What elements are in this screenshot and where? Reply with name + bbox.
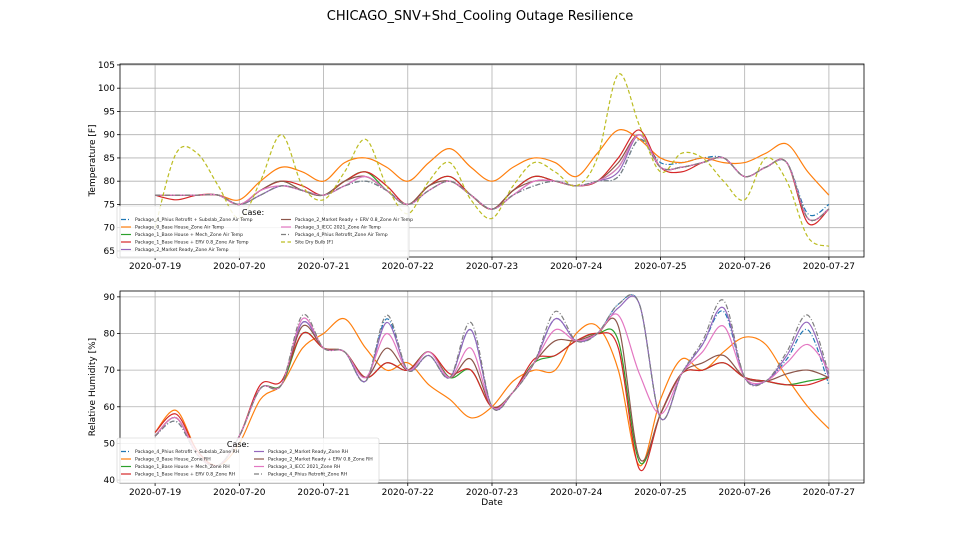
legend-item: Package_4_Phius Retrofit + Subslab_Zone … <box>121 449 239 455</box>
y-tick-label: 60 <box>104 403 116 413</box>
axes-frame <box>119 290 865 484</box>
x-tick-label: 2020-07-21 <box>297 262 349 272</box>
axes-frame <box>119 63 865 258</box>
x-tick-label: 2020-07-27 <box>803 488 855 498</box>
legend-item: Package_3_IECC 2021_Zone RH <box>254 464 340 470</box>
legend-item: Package_2_Market Ready + ERV 0.8_Zone RH <box>254 457 373 463</box>
y-tick-label: 70 <box>104 366 116 376</box>
x-tick-label: 2020-07-19 <box>129 262 182 272</box>
legend-label: Package_0_Base House_Zone RH <box>135 457 211 463</box>
legend-label: Package_1_Base House + Mech_Zone RH <box>135 464 230 470</box>
legend-label: Package_2_Market Ready + ERV 0.8_Zone Ai… <box>295 217 413 223</box>
x-tick-label: 2020-07-23 <box>466 262 518 272</box>
legend-label: Package_2_Market Ready_Zone Air Temp <box>135 247 229 253</box>
legend-item: Package_2_Market Ready + ERV 0.8_Zone Ai… <box>281 217 413 223</box>
x-tick-label: 2020-07-26 <box>719 262 772 272</box>
temperature-axes: 65 70 75 80 85 90 95 100 105 2020-07-19 2020-07-20… <box>88 61 865 272</box>
legend-label: Package_3_IECC 2021_Zone RH <box>268 464 340 470</box>
legend-label: Package_1_Base House + Mech_Zone Air Tem… <box>135 232 243 238</box>
x-axis-label: Date <box>481 498 503 508</box>
x-tick-label: 2020-07-21 <box>297 488 349 498</box>
series-line-gray <box>154 294 830 467</box>
y-tick-label: 80 <box>104 330 116 340</box>
legend-item: Package_3_IECC 2021_Zone Air Temp <box>281 225 381 231</box>
x-tick-label: 2020-07-25 <box>634 488 686 498</box>
x-tick-label: 2020-07-24 <box>550 488 603 498</box>
humidity-axes: 40 50 60 70 80 90 2020-07-19 2020-07-20 2020-07-… <box>88 290 865 508</box>
figure-title: CHICAGO_SNV+Shd_Cooling Outage Resilienc… <box>327 9 633 24</box>
y-tick-label: 70 <box>104 224 116 234</box>
legend-item: Package_0_Base House_Zone Air Temp <box>121 225 224 231</box>
legend: Case:Package_4_Phius Retrofit + Subslab_… <box>116 437 380 484</box>
series-line-olive <box>154 73 830 247</box>
legend-item: Site Dry Bulb [F] <box>281 240 333 246</box>
y-tick-label: 100 <box>98 84 115 94</box>
y-tick-label: 50 <box>104 439 116 449</box>
legend-item: Package_2_Market Ready_Zone RH <box>254 449 348 455</box>
series-line-orange <box>155 128 830 201</box>
y-axis-label: Temperature [F] <box>88 124 98 197</box>
series-line-gray <box>155 138 830 222</box>
legend-label: Package_4_Phius Retrofit_Zone RH <box>268 472 347 478</box>
legend-label: Package_2_Market Ready_Zone RH <box>268 449 348 455</box>
y-tick-label: 40 <box>104 476 116 486</box>
legend-title: Case: <box>242 208 264 217</box>
legend-label: Package_4_Phius Retrofit_Zone Air Temp <box>295 232 388 238</box>
y-axis-label: Relative Humidity [%] <box>88 338 98 436</box>
legend-item: Package_1_Base House + Mech_Zone RH <box>121 464 230 470</box>
legend-label: Package_4_Phius Retrofit + Subslab_Zone … <box>135 449 239 455</box>
y-tick-label: 75 <box>104 200 115 210</box>
x-tick-label: 2020-07-19 <box>129 488 182 498</box>
legend-label: Package_2_Market Ready + ERV 0.8_Zone RH <box>268 457 373 463</box>
legend-label: Package_3_IECC 2021_Zone Air Temp <box>295 225 381 231</box>
x-tick-label: 2020-07-25 <box>634 262 686 272</box>
y-tick-label: 90 <box>104 131 116 141</box>
x-tick-label: 2020-07-20 <box>213 488 266 498</box>
legend-item: Package_4_Phius Retrofit_Zone Air Temp <box>281 232 388 238</box>
y-tick-label: 85 <box>104 154 115 164</box>
legend-item: Package_4_Phius Retrofit_Zone RH <box>254 472 347 478</box>
series-line-orange <box>154 317 830 467</box>
y-tick-label: 90 <box>104 293 116 303</box>
legend-item: Package_1_Base House + ERV 0.8_Zone Air … <box>121 240 249 246</box>
legend-item: Package_1_Base House + ERV 0.8_Zone RH <box>121 472 235 478</box>
x-tick-label: 2020-07-22 <box>382 262 434 272</box>
legend-label: Package_1_Base House + ERV 0.8_Zone RH <box>135 472 235 478</box>
legend: Case:Package_4_Phius Retrofit + Subslab_… <box>116 205 413 259</box>
legend-title: Case: <box>227 440 249 449</box>
x-tick-label: 2020-07-20 <box>213 262 266 272</box>
legend-label: Package_1_Base House + ERV 0.8_Zone Air … <box>135 240 249 246</box>
legend-label: Package_0_Base House_Zone Air Temp <box>135 225 224 231</box>
legend-box <box>116 205 410 259</box>
x-tick-label: 2020-07-23 <box>466 488 518 498</box>
y-tick-label: 65 <box>104 247 115 257</box>
series-line-red <box>154 331 830 472</box>
legend-item: Package_1_Base House + Mech_Zone Air Tem… <box>121 232 243 238</box>
y-tick-label: 105 <box>98 61 115 71</box>
x-tick-label: 2020-07-27 <box>803 262 855 272</box>
legend-item: Package_2_Market Ready_Zone Air Temp <box>121 247 229 253</box>
legend-item: Package_0_Base House_Zone RH <box>121 457 211 463</box>
y-tick-label: 95 <box>104 107 115 117</box>
y-tick-label: 80 <box>104 177 116 187</box>
x-tick-label: 2020-07-24 <box>550 262 603 272</box>
legend-label: Site Dry Bulb [F] <box>295 240 333 246</box>
legend-label: Package_4_Phius Retrofit + Subslab_Zone … <box>135 217 253 223</box>
legend-box <box>116 437 380 484</box>
legend-item: Package_4_Phius Retrofit + Subslab_Zone … <box>121 217 253 223</box>
x-tick-label: 2020-07-26 <box>719 488 772 498</box>
x-tick-label: 2020-07-22 <box>382 488 434 498</box>
